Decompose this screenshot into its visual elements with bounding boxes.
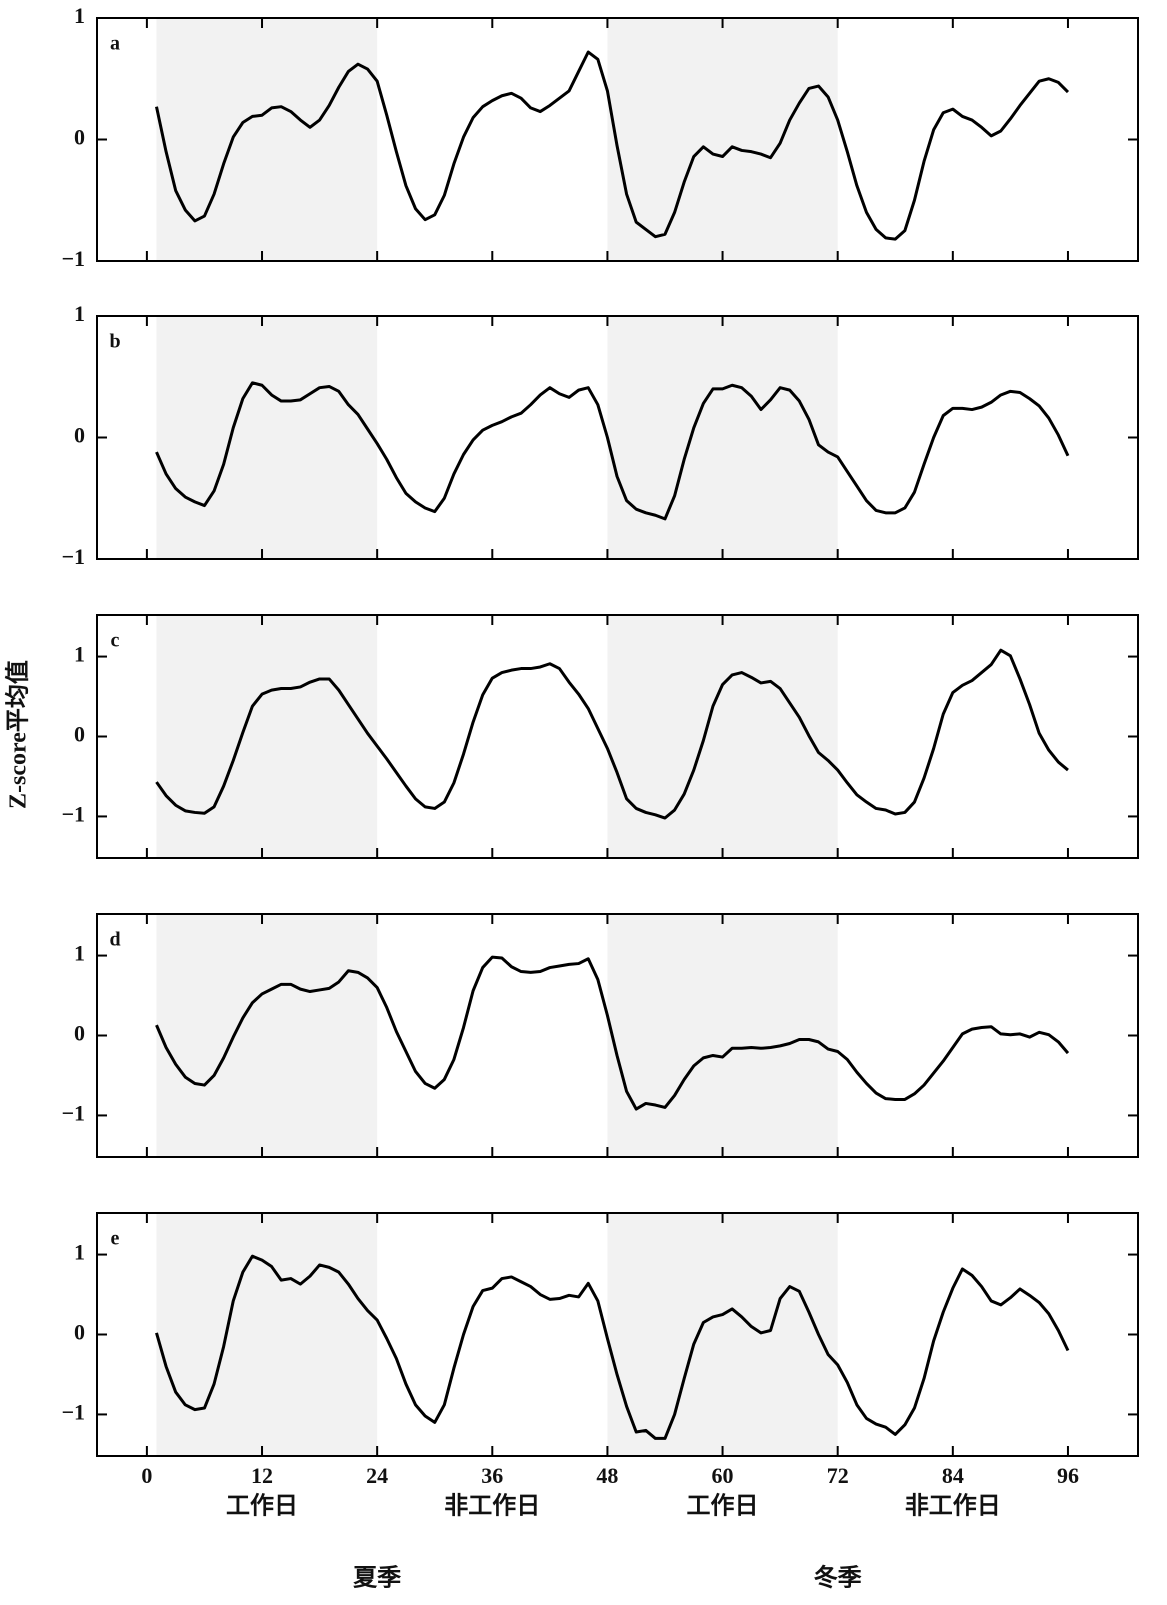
shaded-period: [607, 18, 838, 261]
y-tick-label: 1: [74, 642, 85, 667]
y-tick-label: 0: [74, 722, 85, 747]
y-tick-label: −1: [61, 544, 85, 569]
shaded-period: [156, 615, 378, 858]
shaded-period: [607, 1213, 838, 1456]
x-tick-label: 60: [712, 1463, 734, 1488]
y-tick-label: −1: [61, 801, 85, 826]
y-tick-label: 1: [74, 301, 85, 326]
panel-letter: e: [111, 1228, 120, 1250]
panel-letter: d: [109, 929, 120, 951]
x-tick-label: 0: [141, 1463, 152, 1488]
x-tick-label: 24: [366, 1463, 388, 1488]
period-label: 非工作日: [905, 1493, 1001, 1520]
y-tick-label: 1: [74, 3, 85, 28]
data-line: [155, 955, 1070, 1111]
shaded-period: [156, 316, 378, 559]
x-tick-label: 12: [251, 1463, 273, 1488]
season-label: 冬季: [814, 1564, 862, 1592]
x-tick-label: 36: [481, 1463, 503, 1488]
shaded-period: [607, 316, 838, 559]
shaded-period: [156, 1213, 378, 1456]
panel-letter: b: [109, 331, 120, 353]
y-tick-label: −1: [61, 246, 85, 271]
y-axis-label: Z-score平均值: [4, 660, 32, 809]
y-tick-label: −1: [61, 1100, 85, 1125]
x-tick-label: 96: [1057, 1463, 1079, 1488]
shaded-period: [156, 914, 378, 1157]
x-tick-label: 72: [827, 1463, 849, 1488]
y-tick-label: 1: [74, 941, 85, 966]
period-label: 工作日: [687, 1493, 759, 1520]
y-tick-label: 0: [74, 125, 85, 150]
data-line: [155, 1254, 1070, 1440]
x-tick-label: 84: [942, 1463, 964, 1488]
period-label: 工作日: [226, 1493, 298, 1520]
x-tick-label: 48: [596, 1463, 618, 1488]
shaded-period: [156, 18, 378, 261]
panel-letter: a: [110, 33, 120, 55]
data-line: [155, 50, 1070, 241]
period-label: 非工作日: [444, 1493, 540, 1520]
data-line: [155, 648, 1069, 820]
shaded-period: [607, 615, 838, 858]
panel-letter: c: [111, 630, 120, 652]
y-tick-label: 0: [74, 1021, 85, 1046]
data-line: [155, 381, 1070, 521]
y-tick-label: 0: [74, 1320, 85, 1345]
season-label: 夏季: [353, 1565, 401, 1592]
y-tick-label: 1: [74, 1240, 85, 1265]
y-tick-label: −1: [61, 1399, 85, 1424]
shaded-period: [607, 914, 838, 1157]
y-tick-label: 0: [74, 423, 85, 448]
